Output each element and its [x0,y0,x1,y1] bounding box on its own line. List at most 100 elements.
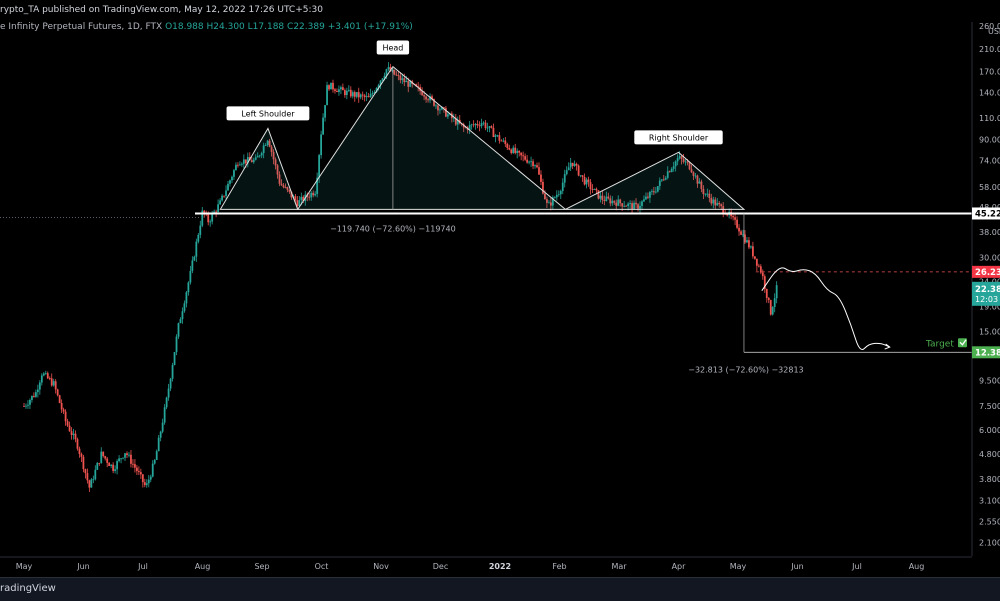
candle-body [310,192,313,198]
candle-body [775,285,778,299]
candle-body [126,453,128,456]
candle-body [74,433,77,440]
candle-body [381,78,384,81]
candle-body [122,457,124,459]
candle-body [151,463,154,477]
candle-body [538,167,540,175]
candle-body [686,161,689,163]
candle-body [34,392,37,397]
candle-body [544,193,546,200]
candle-body [223,195,225,197]
target-badge [972,346,1000,359]
candle-body [635,202,637,205]
candle-body [70,431,73,435]
candle-body [363,95,366,98]
levels-layer [0,212,972,353]
candle-body [147,479,150,484]
candle-body [769,300,772,315]
candle-body [643,199,645,202]
legend-symbol: e Infinity Perpetual Futures, 1D, FTX [0,22,163,32]
candle-body [569,162,572,168]
price-tick-label: 210.00 [979,45,1000,54]
candle-body [631,203,633,209]
candle-body [684,161,687,163]
candle-body [238,164,241,166]
candle-body [320,134,323,156]
candle-body [666,171,669,178]
candle-body [654,191,657,193]
candle-body [139,472,142,475]
time-tick-label: May [16,562,33,571]
chart-legend: e Infinity Perpetual Futures, 1D, FTX O1… [0,22,413,32]
candle-body [589,182,592,190]
candle-body [143,482,146,486]
candle-body [383,75,386,79]
candle-body [530,161,532,163]
red-level-badge [972,265,1000,278]
candle-body [405,81,408,83]
head-triangle [296,65,567,210]
candle-body [601,195,604,200]
price-tick-label: 9.500 [979,377,1000,386]
candle-body [478,125,481,127]
candle-body [102,451,105,457]
candle-body [542,181,544,194]
candle-body [161,422,164,432]
candle-body [629,203,632,204]
candle-body [72,433,75,435]
candle-body [92,479,95,481]
candle-body [512,147,515,154]
candle-body [464,127,467,129]
candle-body [575,163,578,166]
candle-body [399,75,402,81]
candle-body [153,459,156,464]
candle-body [744,234,746,243]
candle-body [498,135,501,141]
candle-body [672,166,675,169]
candle-body [706,193,709,195]
candle-body [242,159,245,164]
candle-body [595,188,598,191]
candle-body [425,96,427,100]
candle-body [668,171,671,173]
candle-body [229,180,231,184]
candle-body [377,85,380,88]
candle-body [369,93,372,98]
candle-body [209,221,212,223]
candle-body [191,260,194,271]
candle-body [276,165,279,175]
candle-body [520,152,523,156]
candle-body [185,292,188,304]
candle-body [274,159,277,166]
candle-body [207,214,210,223]
candle-body [720,204,723,207]
candle-body [141,474,144,483]
candle-body [240,163,243,165]
candle-body [682,159,685,162]
candle-body [330,82,332,90]
candle-body [258,155,261,157]
candle-body [403,78,406,83]
candle-body [227,183,229,191]
candle-body [476,123,479,126]
candle-body [318,155,321,178]
candle-body [435,105,437,107]
candle-body [627,203,630,207]
time-tick-label: Dec [433,562,448,571]
candle-body [167,388,170,398]
candle-body [280,183,283,186]
price-tick-label: 58.00 [979,183,1000,192]
candle-body [308,196,311,198]
price-tick-label: 4.800 [979,450,1000,459]
candle-body [225,190,227,196]
candle-body [546,199,548,203]
candle-body [130,454,132,464]
time-tick-label: Feb [552,562,566,571]
price-chart[interactable]: Left Shoulder Head Right Shoulder −119.740 … [0,0,1000,577]
price-tick-label: 38.00 [979,228,1000,237]
candle-body [718,202,721,205]
candle-body [771,307,774,315]
candle-body [349,89,352,97]
candle-body [587,179,590,183]
candle-body [145,483,148,486]
